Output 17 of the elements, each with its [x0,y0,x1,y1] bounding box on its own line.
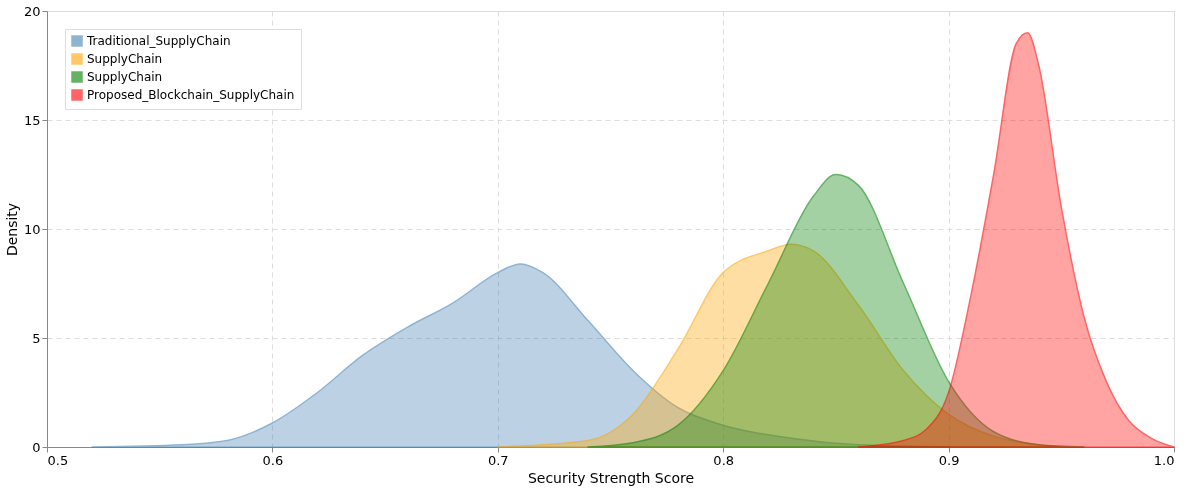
legend-label: SupplyChain [87,70,163,84]
y-tick-label: 5 [32,330,41,346]
y-tick-label: 0 [32,439,41,455]
legend-label: Proposed_Blockchain_SupplyChain [87,88,295,102]
x-tick-label: 0.6 [262,452,284,468]
y-tick-label: 10 [23,221,41,237]
x-tick-label: 0.9 [938,452,960,468]
y-axis-title: Density [3,202,20,257]
x-tick-label: 0.7 [487,452,509,468]
x-tick-label: 0.8 [713,452,735,468]
legend-label: Traditional_SupplyChain [86,34,231,48]
y-tick-label: 15 [23,112,41,128]
legend-label: SupplyChain [87,52,163,66]
y-tick-label: 20 [23,3,41,19]
x-tick-label: 0.5 [47,452,69,468]
x-tick-label: 1.0 [1153,452,1175,468]
x-axis-title: Security Strength Score [527,469,695,486]
